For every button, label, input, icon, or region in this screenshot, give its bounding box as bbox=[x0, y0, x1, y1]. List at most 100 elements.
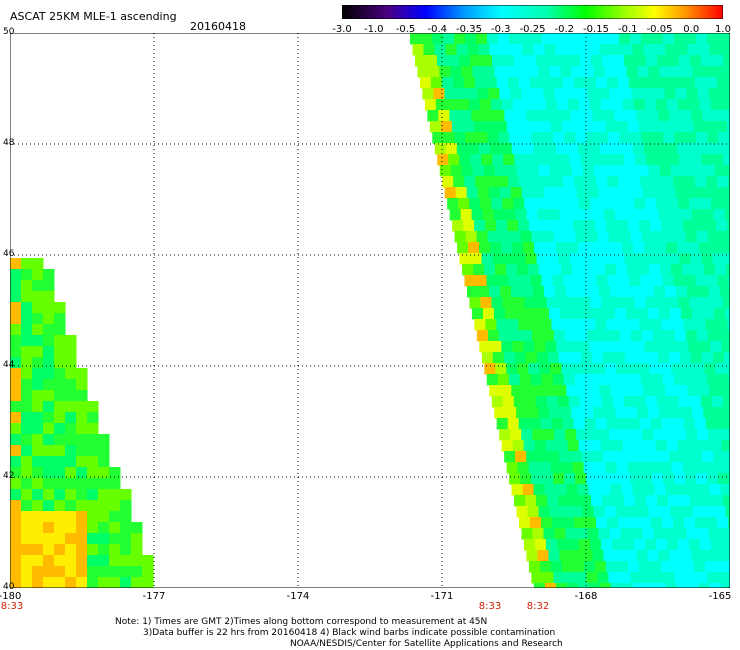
lat-label: 42 bbox=[3, 471, 15, 481]
swath-cell bbox=[674, 330, 687, 342]
swath-cell bbox=[616, 264, 628, 276]
swath-cell bbox=[652, 231, 665, 243]
swath-cell bbox=[532, 187, 545, 199]
swath-cell bbox=[666, 99, 679, 111]
swath-cell bbox=[508, 275, 521, 287]
swath-cell bbox=[21, 291, 33, 303]
swath-cell bbox=[65, 423, 77, 435]
swath-cell bbox=[564, 132, 576, 144]
swath-cell bbox=[600, 539, 613, 551]
swath-cell bbox=[623, 396, 636, 408]
swath-cell bbox=[453, 176, 465, 188]
swath-cell bbox=[32, 500, 44, 512]
swath-cell bbox=[466, 88, 478, 100]
swath-cell bbox=[475, 176, 487, 188]
swath-cell bbox=[506, 121, 519, 133]
swath-cell bbox=[21, 346, 33, 358]
swath-cell bbox=[459, 154, 471, 166]
swath-cell bbox=[714, 407, 726, 419]
swath-cell bbox=[657, 253, 670, 265]
swath-cell bbox=[650, 418, 663, 430]
swath-cell bbox=[637, 506, 650, 518]
swath-cell bbox=[707, 231, 720, 243]
swath-cell bbox=[579, 55, 592, 67]
swath-cell bbox=[649, 121, 662, 133]
swath-cell bbox=[462, 264, 474, 276]
swath-cell bbox=[550, 264, 562, 276]
swath-cell bbox=[480, 55, 493, 67]
swath-cell bbox=[676, 143, 689, 155]
swath-cell bbox=[705, 77, 718, 89]
swath-cell bbox=[626, 506, 639, 518]
swath-cell bbox=[655, 99, 668, 111]
swath-cell bbox=[655, 440, 668, 452]
swath-cell bbox=[644, 440, 657, 452]
swath-cell bbox=[716, 319, 728, 331]
swath-cell bbox=[519, 374, 532, 386]
swath-cell bbox=[65, 346, 77, 358]
swath-cell bbox=[21, 280, 33, 292]
swath-cell bbox=[131, 555, 143, 567]
swath-cell bbox=[715, 462, 728, 474]
swath-cell bbox=[601, 198, 613, 210]
swath-cell bbox=[520, 473, 532, 485]
swath-cell bbox=[619, 473, 631, 485]
swath-cell bbox=[672, 77, 685, 89]
swath-cell bbox=[552, 275, 565, 287]
swath-cell bbox=[625, 550, 637, 562]
swath-cell bbox=[699, 440, 712, 452]
swath-cell bbox=[678, 396, 691, 408]
swath-cell bbox=[624, 495, 636, 507]
swath-cell bbox=[523, 341, 535, 353]
swath-cell bbox=[579, 297, 591, 309]
swath-cell bbox=[666, 242, 678, 254]
swath-cell bbox=[716, 220, 728, 232]
swath-cell bbox=[545, 341, 557, 353]
swath-cell bbox=[479, 341, 491, 353]
swath-cell bbox=[10, 456, 22, 468]
swath-cell bbox=[561, 264, 573, 276]
swath-cell bbox=[497, 374, 510, 386]
swath-cell bbox=[555, 44, 567, 56]
swath-cell bbox=[590, 396, 603, 408]
swath-cell bbox=[32, 489, 44, 501]
swath-cell bbox=[432, 132, 444, 144]
swath-cell bbox=[661, 77, 674, 89]
swath-cell bbox=[601, 396, 614, 408]
swath-cell bbox=[603, 110, 615, 122]
swath-cell bbox=[87, 500, 99, 512]
swath-cell bbox=[628, 220, 640, 232]
swath-cell bbox=[54, 379, 66, 391]
swath-cell bbox=[567, 99, 580, 111]
swath-cell bbox=[542, 330, 555, 342]
swath-cell bbox=[487, 132, 499, 144]
swath-cell bbox=[721, 539, 730, 551]
swath-cell bbox=[652, 330, 665, 342]
swath-cell bbox=[722, 297, 730, 309]
swath-cell bbox=[32, 346, 44, 358]
swath-cell bbox=[554, 286, 567, 298]
swath-cell bbox=[21, 456, 33, 468]
swath-cell bbox=[710, 341, 722, 353]
swath-cell bbox=[410, 33, 422, 45]
swath-cell bbox=[54, 522, 66, 534]
swath-cell bbox=[542, 231, 555, 243]
swath-cell bbox=[543, 429, 555, 441]
swath-cell bbox=[595, 77, 608, 89]
swath-cell bbox=[461, 66, 473, 78]
swath-cell bbox=[618, 374, 631, 386]
swath-cell bbox=[469, 198, 481, 210]
swath-cell bbox=[640, 275, 653, 287]
swath-cell bbox=[43, 280, 55, 292]
swath-cell bbox=[572, 462, 585, 474]
swath-cell bbox=[696, 473, 708, 485]
swath-cell bbox=[564, 33, 576, 45]
swath-cell bbox=[709, 44, 721, 56]
swath-cell bbox=[484, 363, 496, 375]
swath-cell bbox=[689, 198, 701, 210]
swath-cell bbox=[21, 379, 33, 391]
swath-cell bbox=[65, 522, 77, 534]
swath-cell bbox=[539, 264, 551, 276]
swath-cell bbox=[688, 341, 700, 353]
swath-cell bbox=[496, 77, 509, 89]
